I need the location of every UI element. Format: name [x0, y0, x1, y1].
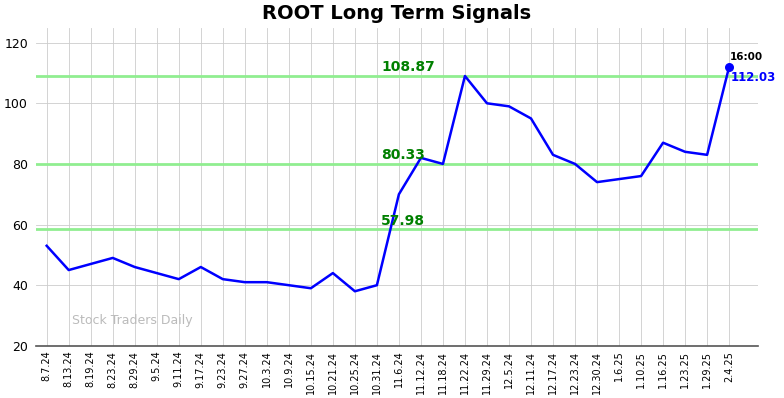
Text: 16:00: 16:00 [730, 53, 764, 62]
Text: 80.33: 80.33 [381, 148, 425, 162]
Text: 57.98: 57.98 [381, 214, 425, 228]
Text: Stock Traders Daily: Stock Traders Daily [72, 314, 192, 327]
Title: ROOT Long Term Signals: ROOT Long Term Signals [262, 4, 532, 23]
Text: 112.03: 112.03 [730, 72, 775, 84]
Text: 108.87: 108.87 [381, 60, 435, 74]
Point [723, 64, 735, 70]
